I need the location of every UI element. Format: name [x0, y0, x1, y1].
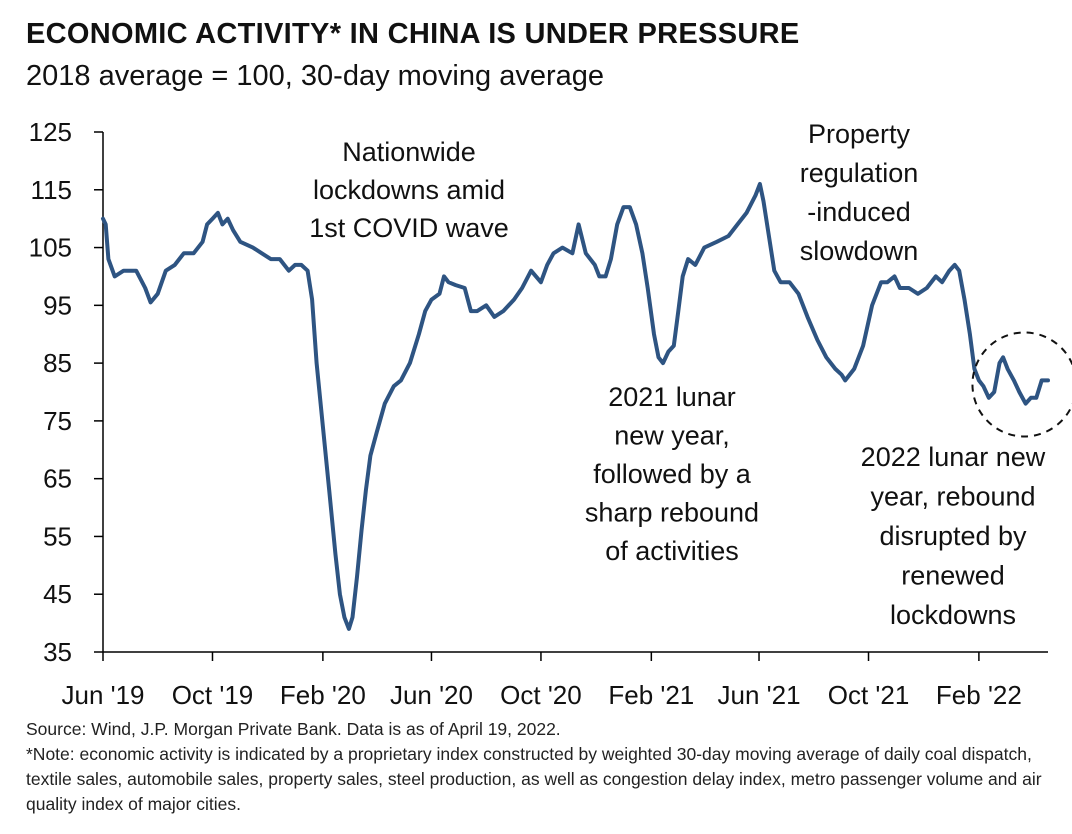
x-tick-label: Jun '19	[61, 680, 144, 710]
y-axis: 35 45 55 65 75 85 95 105 115 125	[29, 117, 104, 667]
y-tick-label: 85	[43, 348, 72, 378]
chart-subtitle: 2018 average = 100, 30-day moving averag…	[26, 60, 604, 92]
economic-activity-line	[101, 182, 1050, 631]
y-tick-label: 35	[43, 637, 72, 667]
highlight-circle	[971, 331, 1072, 438]
annotation-line: regulation	[800, 158, 919, 188]
annotation-line: lockdowns	[890, 600, 1016, 630]
annotation-covid: Nationwide lockdowns amid 1st COVID wave	[309, 137, 509, 243]
y-tick-label: 105	[29, 233, 72, 263]
y-tick-label: 75	[43, 406, 72, 436]
annotation-line: -induced	[807, 197, 911, 227]
annotation-line: 1st COVID wave	[309, 213, 509, 243]
annotation-line: of activities	[605, 536, 739, 566]
annotation-line: followed by a	[593, 459, 752, 489]
x-tick-label: Feb '22	[936, 680, 1022, 710]
chart-title: ECONOMIC ACTIVITY* IN CHINA IS UNDER PRE…	[26, 18, 800, 50]
x-tick-label: Jun '20	[390, 680, 473, 710]
source-note: Source: Wind, J.P. Morgan Private Bank. …	[26, 719, 561, 739]
annotation-line: slowdown	[800, 236, 919, 266]
annotation-line: lockdowns amid	[313, 175, 505, 205]
x-tick-label: Oct '19	[172, 680, 254, 710]
annotation-line: Nationwide	[342, 137, 476, 167]
annotation-line: year, rebound	[870, 482, 1035, 512]
y-tick-label: 65	[43, 464, 72, 494]
annotation-line: new year,	[614, 421, 730, 451]
x-axis: Jun '19 Oct '19 Feb '20 Jun '20 Oct '20 Feb '…	[61, 651, 1048, 710]
y-tick-label: 115	[31, 175, 72, 205]
y-tick-label: 55	[43, 521, 72, 551]
footnotes: Source: Wind, J.P. Morgan Private Bank. …	[26, 717, 1056, 817]
series-layer	[101, 182, 1050, 631]
annotation-line: disrupted by	[879, 521, 1027, 551]
annotation-property: Property regulation -induced slowdown	[800, 119, 919, 266]
annotation-line: sharp rebound	[585, 498, 759, 528]
x-tick-label: Oct '21	[828, 680, 910, 710]
y-tick-label: 95	[43, 290, 72, 320]
annotation-lny2022: 2022 lunar new year, rebound disrupted by r…	[861, 442, 1046, 630]
y-tick-label: 45	[43, 579, 72, 609]
annotation-line: 2021 lunar	[608, 382, 736, 412]
methodology-note: *Note: economic activity is indicated by…	[26, 744, 1042, 814]
x-tick-label: Oct '20	[500, 680, 582, 710]
x-tick-label: Feb '20	[280, 680, 366, 710]
annotations-layer: Nationwide lockdowns amid 1st COVID wave 20…	[309, 119, 1072, 630]
x-tick-label: Jun '21	[718, 680, 801, 710]
annotation-line: renewed	[901, 561, 1005, 591]
annotation-lny2021: 2021 lunar new year, followed by a sharp re…	[585, 382, 759, 566]
annotation-line: Property	[808, 119, 911, 149]
y-tick-label: 125	[29, 117, 72, 147]
line-chart: 35 45 55 65 75 85 95 105 115 125 Jun '19 Oct '19 Fe…	[29, 117, 1072, 710]
annotation-line: 2022 lunar new	[861, 442, 1046, 472]
x-tick-label: Feb '21	[608, 680, 694, 710]
